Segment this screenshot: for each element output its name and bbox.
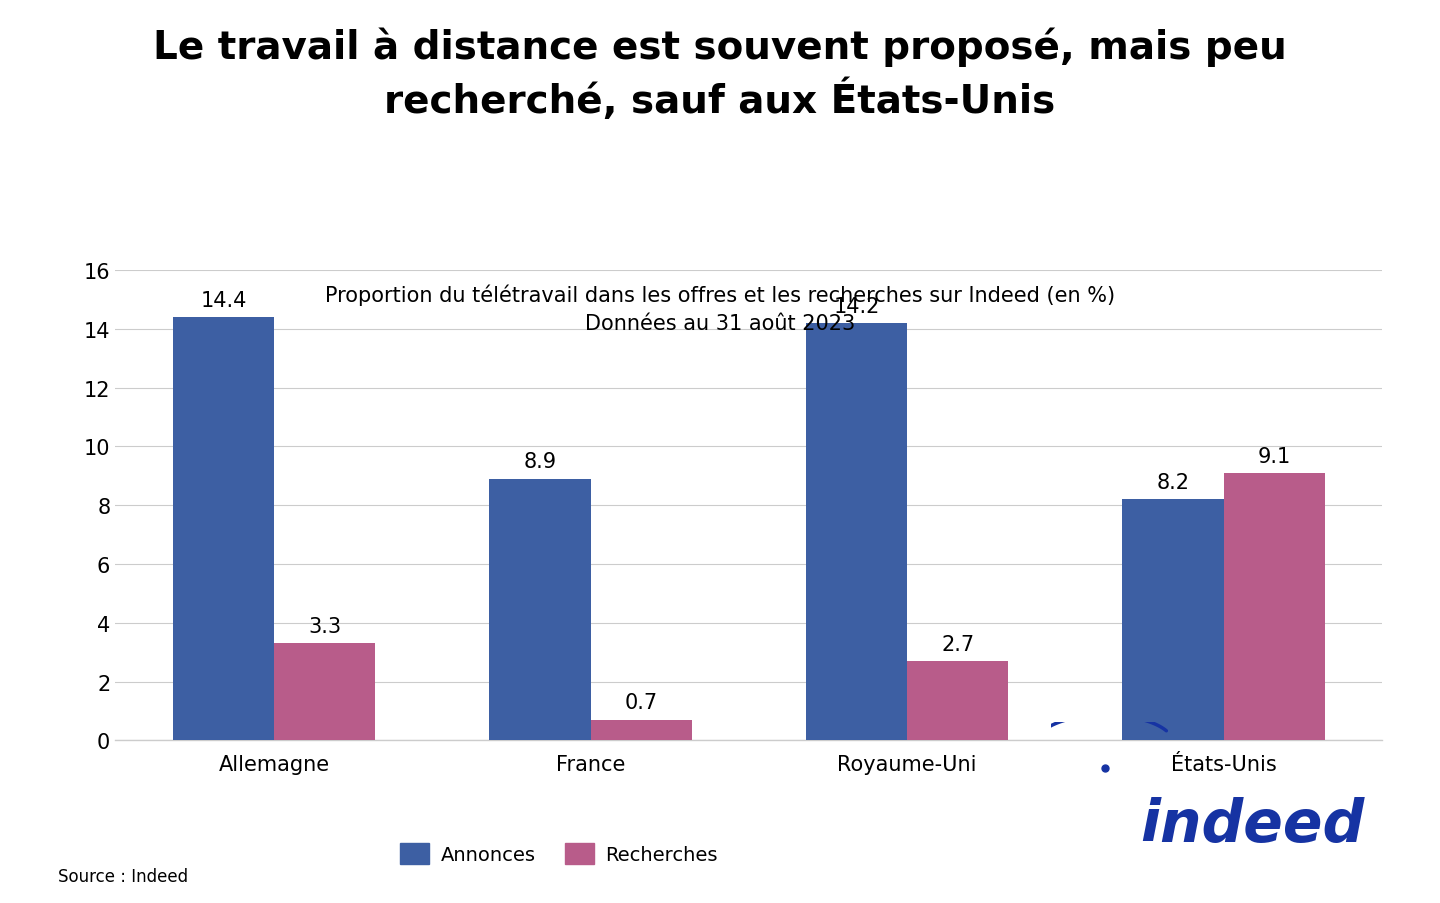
Text: 9.1: 9.1 xyxy=(1257,446,1290,466)
Text: 8.9: 8.9 xyxy=(523,452,556,472)
Text: Le travail à distance est souvent proposé, mais peu
recherché, sauf aux États-Un: Le travail à distance est souvent propos… xyxy=(153,27,1287,121)
Bar xyxy=(590,720,691,740)
Bar xyxy=(806,324,907,740)
Legend: Annonces, Recherches: Annonces, Recherches xyxy=(392,835,726,871)
Bar xyxy=(1122,500,1224,740)
Text: 0.7: 0.7 xyxy=(625,693,658,712)
Bar xyxy=(907,661,1008,740)
Text: indeed: indeed xyxy=(1140,796,1365,853)
Bar xyxy=(1224,473,1325,740)
Bar xyxy=(490,479,590,740)
Text: 2.7: 2.7 xyxy=(942,634,975,654)
Bar xyxy=(173,318,274,740)
Text: Proportion du télétravail dans les offres et les recherches sur Indeed (en %)
Do: Proportion du télétravail dans les offre… xyxy=(325,284,1115,334)
Text: 14.2: 14.2 xyxy=(834,296,880,316)
Text: 3.3: 3.3 xyxy=(308,617,341,637)
Text: Source : Indeed: Source : Indeed xyxy=(58,867,187,885)
Text: 8.2: 8.2 xyxy=(1156,472,1189,492)
Bar xyxy=(274,644,376,740)
Text: 14.4: 14.4 xyxy=(200,291,246,311)
